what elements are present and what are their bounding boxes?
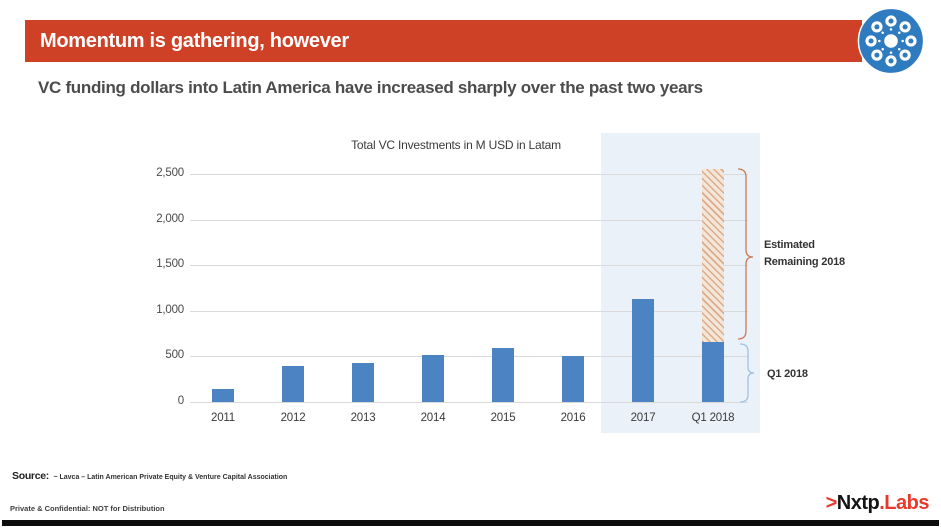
bottom-bar — [2, 520, 939, 526]
y-axis-tick-label: 0 — [177, 395, 184, 407]
subtitle: VC funding dollars into Latin America ha… — [38, 78, 703, 97]
bar-estimated-segment-q1-2018 — [702, 169, 724, 342]
y-axis-tick-label: 2,500 — [156, 167, 184, 179]
bar-2017 — [632, 298, 654, 402]
bar-q1-2018 — [702, 341, 724, 402]
x-axis-label-2014: 2014 — [420, 412, 446, 424]
x-axis-label-2012: 2012 — [280, 412, 306, 424]
bar-2015 — [492, 348, 514, 402]
bar-2014 — [422, 354, 444, 402]
y-axis-tick-label: 500 — [165, 349, 184, 362]
slide-title: Momentum is gathering, however — [40, 30, 349, 52]
gridline-1500 — [190, 265, 748, 267]
bar-2012 — [282, 366, 304, 402]
gridline-0 — [190, 402, 748, 403]
gridline-2000 — [190, 219, 748, 221]
source-label: Source: — [12, 470, 49, 482]
nxtp-network-icon-svg — [857, 7, 925, 75]
y-axis-tick-label: 1,000 — [156, 303, 184, 316]
y-axis-tick-label: 1,500 — [156, 258, 184, 271]
highlight-region-2017-2018 — [601, 133, 760, 433]
wordmark-name: Nxtp — [836, 492, 880, 514]
x-axis-label-2016: 2016 — [560, 412, 586, 424]
wordmark-suffix: .Labs — [879, 492, 929, 514]
gridline-500 — [190, 356, 748, 358]
nxtp-labs-wordmark: >Nxtp.Labs — [825, 492, 930, 515]
x-axis-label-q1-2018: Q1 2018 — [691, 412, 735, 424]
bar-2011 — [212, 388, 234, 402]
y-axis-tick-label: 2,000 — [156, 212, 184, 225]
source-note: Source: ~ Lavca – Latin American Private… — [12, 466, 287, 484]
x-axis-label-2015: 2015 — [490, 412, 516, 424]
x-axis-label-2017: 2017 — [630, 412, 656, 424]
x-axis-label-2011: 2011 — [211, 412, 235, 424]
x-axis-label-2013: 2013 — [350, 412, 376, 424]
bar-2013 — [352, 362, 374, 402]
wordmark-prefix: > — [825, 492, 838, 514]
nxtp-network-icon — [856, 6, 926, 76]
q1-2018-label: Q1 2018 — [767, 368, 808, 380]
gridline-1000 — [190, 310, 748, 312]
header-bar: Momentum is gathering, however — [25, 20, 862, 62]
gridline-2500 — [190, 174, 748, 175]
source-text: ~ Lavca – Latin American Private Equity … — [53, 474, 288, 481]
chart-title: Total VC Investments in M USD in Latam — [351, 138, 561, 152]
estimated-remaining-label: Estimated Remaining 2018 — [764, 239, 845, 268]
bar-2016 — [562, 356, 584, 402]
confidentiality-note: Private & Confidential: NOT for Distribu… — [10, 504, 165, 513]
